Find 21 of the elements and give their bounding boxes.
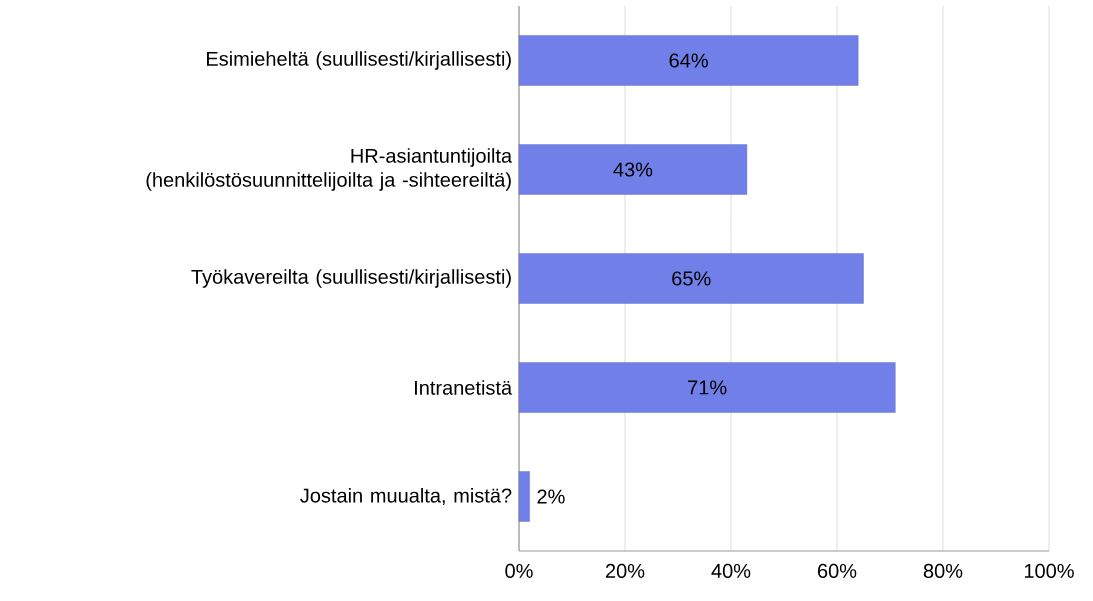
x-tick-label: 40% [711,563,751,579]
x-tick-label: 20% [605,563,645,579]
y-tick-label: Jostain muualta, mistä? [300,487,512,506]
bar [518,362,896,413]
y-tick-label: Työkavereilta (suullisesti/kirjallisesti) [191,269,511,288]
y-tick-label: HR-asiantuntijoilta (henkilöstösuunnittelijoilta ja -sihteereiltä) [146,148,513,191]
x-tick-label: 80% [923,563,963,579]
bar [518,471,530,522]
data-label: 71% [688,380,727,395]
data-label: 64% [669,53,708,68]
data-label: 65% [672,271,711,286]
y-tick-label: Intranetistä [415,380,513,395]
bar [518,253,864,304]
y-tick-label: Esimieheltä (suullisesti/kirjallisesti) [207,51,511,70]
bar [518,35,859,86]
x-tick-label: 0% [505,563,533,579]
x-tick-label: 100% [1024,563,1074,579]
data-label: 43% [613,162,653,177]
data-label: 2% [537,489,565,504]
x-tick-label: 60% [818,563,857,579]
bar [518,144,748,195]
